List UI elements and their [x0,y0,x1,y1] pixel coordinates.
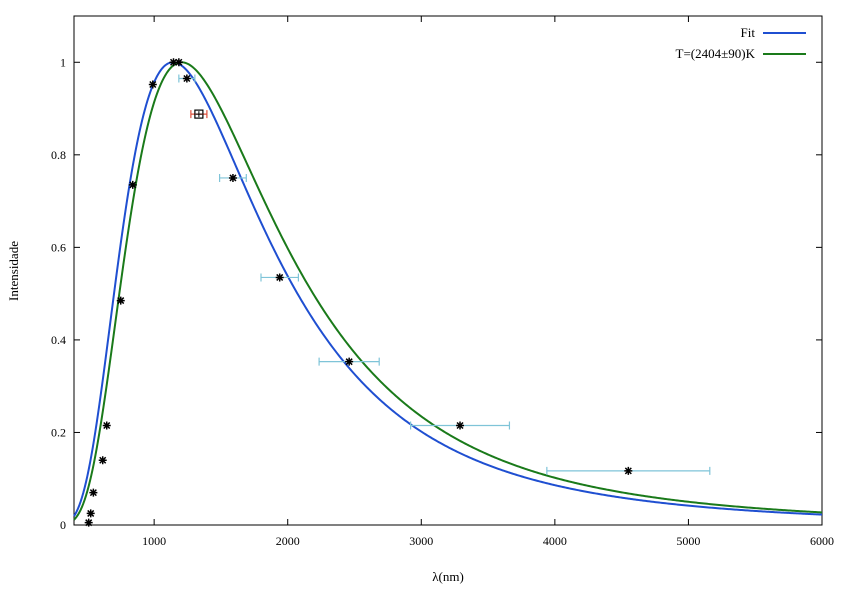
highlight-marker [194,109,204,119]
data-point [86,509,95,518]
x-tick-label: 6000 [810,534,834,548]
data-point [116,296,125,305]
highlight-marker-cross [195,111,202,118]
data-point [148,80,157,89]
data-point [174,58,183,67]
y-tick-label: 0.8 [51,148,66,162]
legend-label: T=(2404±90)K [676,46,756,61]
data-point [624,466,633,475]
highlight-point [190,109,208,119]
data-point [102,421,111,430]
data-points [84,58,633,527]
y-tick-label: 0.2 [51,425,66,439]
x-tick-label: 4000 [543,534,567,548]
data-point [98,456,107,465]
y-tick-label: 1 [60,55,66,69]
error-bars [178,74,711,475]
data-point [128,180,137,189]
data-point [275,273,284,282]
x-axis-label: λ(nm) [432,569,464,584]
x-axis-ticks: 1000 2000 3000 4000 5000 6000 [142,16,834,548]
data-point [182,74,191,83]
series-line [73,61,823,517]
series-line [73,61,823,521]
y-tick-label: 0.6 [51,240,66,254]
plot-frame [73,15,823,526]
data-point [169,58,178,67]
data-point [84,518,93,527]
legend: Fit T=(2404±90)K [676,25,806,61]
curves [73,61,823,521]
data-point [228,173,237,182]
x-tick-label: 5000 [676,534,700,548]
x-tick-label: 1000 [142,534,166,548]
x-tick-label: 2000 [276,534,300,548]
data-point [89,488,98,497]
data-point [345,357,354,366]
y-tick-label: 0 [60,518,66,532]
x-tick-label: 3000 [409,534,433,548]
y-tick-label: 0.4 [51,333,66,347]
legend-label: Fit [741,25,756,40]
y-axis-label: Intensidade [6,241,21,301]
data-point [456,421,465,430]
y-axis-ticks: 0 0.2 0.4 0.6 0.8 1 [51,55,822,532]
